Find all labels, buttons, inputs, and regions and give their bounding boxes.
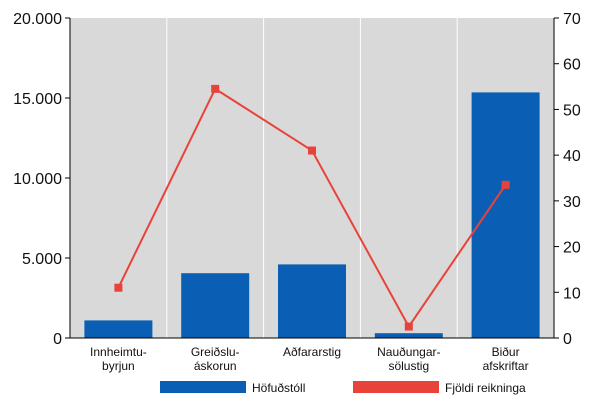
right-tick-label: 70 [563, 11, 581, 28]
right-tick-label: 10 [563, 285, 581, 302]
line-series [114, 84, 510, 331]
legend-label: Höfuðstóll [252, 381, 305, 395]
bar-series [84, 92, 540, 339]
category-label-line: Aðfararstig [283, 345, 341, 359]
left-tick-label: 15.000 [13, 91, 62, 108]
category-label-line: afskriftar [483, 359, 529, 373]
category-label-line: byrjun [102, 359, 135, 373]
right-tick-label: 0 [563, 331, 572, 348]
bar [278, 264, 346, 338]
category-label-line: Greiðslu- [191, 345, 240, 359]
line-point [211, 84, 220, 93]
line-point [308, 146, 316, 155]
category-label: Innheimtu-byrjun [90, 345, 147, 373]
legend: Höfuðstóll Fjöldi reikninga [160, 381, 526, 395]
legend-label: Fjöldi reikninga [445, 381, 526, 395]
category-label-line: Nauðungar- [377, 345, 440, 359]
category-label-line: Biður [492, 345, 520, 359]
category-label-line: sölustig [388, 359, 429, 373]
category-label: Greiðslu-áskorun [191, 345, 240, 373]
legend-swatch [160, 381, 246, 393]
left-tick-label: 5.000 [22, 251, 62, 268]
line-point [114, 283, 123, 292]
left-tick-label: 0 [53, 331, 62, 348]
line-point [404, 322, 413, 331]
gridlines [166, 18, 458, 338]
bar [181, 273, 250, 338]
category-label-line: Innheimtu- [90, 345, 147, 359]
category-label: Nauðungar-sölustig [377, 345, 440, 373]
category-label-line: áskorun [194, 359, 237, 373]
line-point [501, 180, 510, 189]
bar [84, 320, 153, 338]
category-label: Aðfararstig [283, 345, 341, 359]
right-tick-label: 30 [563, 194, 581, 211]
bar [374, 333, 443, 338]
right-tick-label: 20 [563, 240, 581, 257]
left-tick-label: 10.000 [13, 171, 62, 188]
left-tick-label: 20.000 [13, 11, 62, 28]
legend-swatch [353, 381, 439, 393]
right-tick-label: 40 [563, 148, 581, 165]
right-tick-label: 50 [563, 102, 581, 119]
category-label: Biður afskriftar [483, 345, 529, 373]
axes: 0 5.000 10.000 15.000 20.000 0 10 20 30 40 50 60 70 I… [13, 11, 581, 373]
bar [471, 92, 540, 339]
right-tick-label: 60 [563, 57, 581, 74]
